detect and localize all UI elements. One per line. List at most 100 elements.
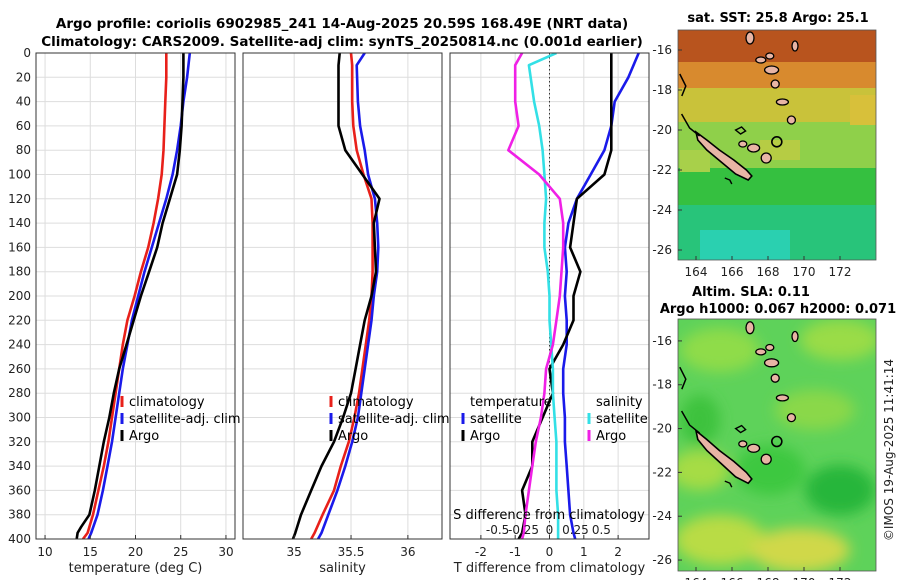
y-tick-label: 380 <box>8 508 31 522</box>
y-tick-label: 200 <box>8 289 31 303</box>
series-line-climatology <box>310 53 374 539</box>
legend-label: climatology <box>129 395 205 410</box>
x-tick-label: 25 <box>173 545 188 559</box>
x-tick-label: 20 <box>128 545 143 559</box>
series-line-satellite-adj-clim <box>316 53 380 539</box>
y-tick-label: 40 <box>16 95 31 109</box>
legend-title-temperature: temperature <box>470 395 552 410</box>
x-tick-label: -2 <box>475 545 487 559</box>
salinity-legend: climatology satellite-adj. clim Argo <box>329 395 450 444</box>
series-line-t-argo <box>517 53 613 539</box>
difference-legend-temperature: satellite Argo <box>461 412 522 444</box>
island <box>760 152 772 164</box>
legend-label: satellite <box>470 412 522 427</box>
island <box>760 453 772 465</box>
sst-field <box>678 30 876 260</box>
y-tick-label: 320 <box>8 435 31 449</box>
y-tick-label: 20 <box>16 70 31 84</box>
island <box>738 440 748 448</box>
title-line-2: Climatology: CARS2009. Satellite-adj cli… <box>41 34 643 50</box>
sla-map-title-1: Altim. SLA: 0.11 <box>692 285 810 300</box>
x-tick-label: 172 <box>829 265 852 279</box>
island <box>746 143 761 153</box>
sst-map-title: sat. SST: 25.8 Argo: 25.1 <box>687 11 868 26</box>
sla-axes: 164 166 168 170 172 -16 -18 -20 -22 -24 -26 <box>652 334 851 580</box>
island <box>763 65 780 75</box>
reef-outline <box>724 424 747 488</box>
series-line-argo <box>75 53 185 539</box>
series-line-t-satellite <box>561 53 640 539</box>
difference-panel: -2 -1 0 1 2 T difference from climatology S di… <box>449 52 650 576</box>
y-tick-label: 300 <box>8 411 31 425</box>
x-tick-label: 15 <box>83 545 98 559</box>
series-line-s-argo <box>506 53 565 539</box>
y-tick-label: -26 <box>652 243 672 257</box>
x2-axis-label: S difference from climatology <box>453 508 645 523</box>
y-tick-label: 400 <box>8 532 31 546</box>
title-line-1: Argo profile: coriolis 6902985_241 14-Au… <box>56 16 628 32</box>
x-axis-label: salinity <box>319 561 366 576</box>
x-tick-label: 170 <box>793 576 816 580</box>
series-line-satellite-adj-clim <box>87 53 192 539</box>
salinity-panel: 35 35.5 36 salinity climatology satellite-adj… <box>242 52 450 576</box>
island <box>746 443 761 453</box>
series-line-climatology <box>81 53 168 539</box>
x2-tick-label: 0.5 <box>592 523 611 537</box>
y-tick-label: 260 <box>8 362 31 376</box>
axes-frame <box>242 52 443 540</box>
y-tick-label: -22 <box>652 465 672 479</box>
reef-outline <box>724 126 747 185</box>
sst-coastline <box>679 31 799 185</box>
argo-position-marker <box>771 435 783 448</box>
y-tick-label: -16 <box>652 43 672 57</box>
island <box>775 394 790 402</box>
island <box>745 31 755 45</box>
new-caledonia-island <box>694 428 753 485</box>
y-tick-label: 220 <box>8 313 31 327</box>
x-tick-label: 0 <box>546 545 554 559</box>
legend-label: Argo <box>338 429 368 444</box>
y-tick-label: 340 <box>8 459 31 473</box>
island <box>791 330 799 343</box>
y-tick-label: -18 <box>652 83 672 97</box>
argo-position-marker <box>771 136 783 148</box>
y-tick-label: 240 <box>8 338 31 352</box>
sla-coastline <box>679 321 799 488</box>
series-group <box>75 53 192 539</box>
island <box>786 115 797 125</box>
x-tick-label: 168 <box>757 576 780 580</box>
y-tick-label: -18 <box>652 378 672 392</box>
y-tick-label: 100 <box>8 168 31 182</box>
y-tick-label: -22 <box>652 163 672 177</box>
x-tick-label: 166 <box>721 265 744 279</box>
sst-axes: 164 166 168 170 172 -16 -18 -20 -22 -24 -26 <box>652 43 851 279</box>
island <box>755 56 767 64</box>
reef-outline <box>679 366 701 434</box>
grid <box>243 52 442 540</box>
x2-tick-label: 0 <box>546 523 554 537</box>
legend-label: Argo <box>596 429 626 444</box>
legend-label: climatology <box>338 395 414 410</box>
y-tick-label: 280 <box>8 386 31 400</box>
series-group <box>506 53 640 539</box>
temperature-legend: climatology satellite-adj. clim Argo <box>120 395 241 444</box>
x-tick-label: -1 <box>509 545 521 559</box>
y-tick-label: 140 <box>8 216 31 230</box>
island <box>765 52 775 60</box>
sla-map-title-2: Argo h1000: 0.067 h2000: 0.071 <box>660 302 896 317</box>
x-axis-label: temperature (deg C) <box>69 561 203 576</box>
x2-tick-label: -0.25 <box>508 523 539 537</box>
sst-map: sat. SST: 25.8 Argo: 25.1 164 166 168 170 17… <box>652 11 877 279</box>
x2-tick-label: 0.25 <box>562 523 589 537</box>
x2-tick-label: -0.5 <box>486 523 509 537</box>
y-tick-label: -20 <box>652 123 672 137</box>
island <box>791 40 799 52</box>
x-tick-label: 164 <box>685 265 708 279</box>
x-tick-label: 35.5 <box>338 545 365 559</box>
series-line-argo <box>291 53 381 539</box>
new-caledonia-island <box>694 130 753 181</box>
y-tick-label: 120 <box>8 192 31 206</box>
island <box>770 373 780 383</box>
difference-legend-salinity: satellite Argo <box>587 412 648 444</box>
